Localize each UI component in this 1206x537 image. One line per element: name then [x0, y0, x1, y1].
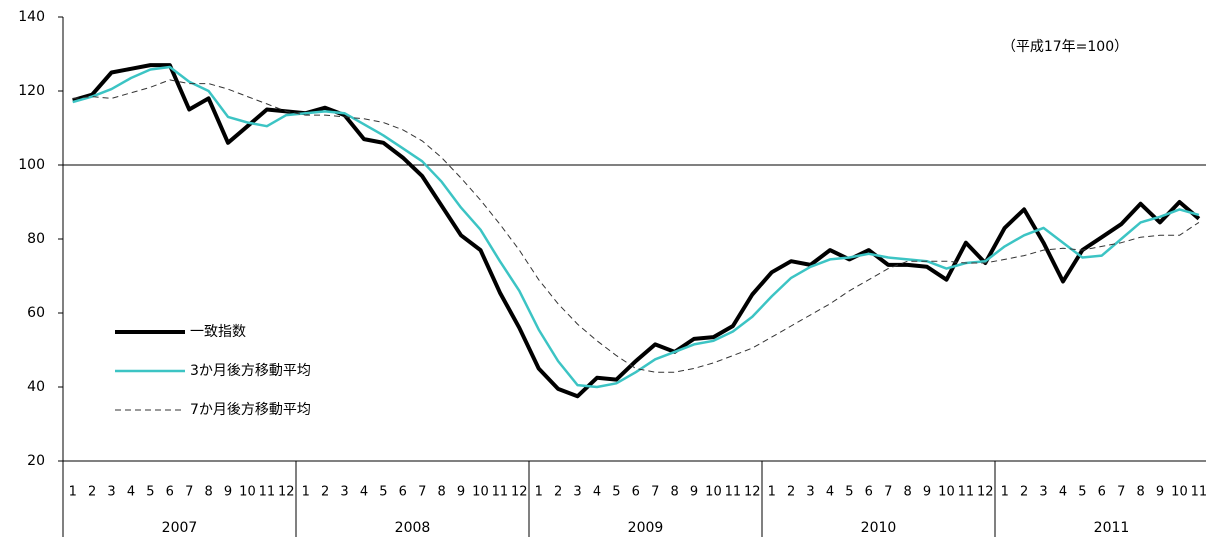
year-label: 2009 — [628, 520, 664, 536]
x-tick-label: 1 — [535, 485, 543, 500]
x-tick-label: 11 — [1191, 485, 1206, 500]
x-tick-label: 6 — [1098, 485, 1106, 500]
legend-label: 3か月後方移動平均 — [190, 363, 311, 379]
y-tick-label: 40 — [27, 379, 45, 395]
y-tick-label: 120 — [18, 83, 45, 99]
x-tick-label: 12 — [977, 485, 994, 500]
x-tick-label: 4 — [593, 485, 601, 500]
x-tick-label: 1 — [1001, 485, 1009, 500]
x-tick-label: 9 — [457, 485, 465, 500]
x-tick-label: 10 — [1171, 485, 1188, 500]
x-tick-label: 5 — [146, 485, 154, 500]
y-tick-label: 140 — [18, 9, 45, 25]
x-tick-label: 4 — [127, 485, 135, 500]
x-tick-label: 10 — [472, 485, 489, 500]
x-tick-label: 11 — [958, 485, 975, 500]
x-tick-label: 1 — [768, 485, 776, 500]
x-tick-label: 7 — [418, 485, 426, 500]
x-tick-label: 9 — [224, 485, 232, 500]
x-tick-label: 8 — [903, 485, 911, 500]
x-tick-label: 9 — [923, 485, 931, 500]
x-tick-label: 6 — [166, 485, 174, 500]
x-tick-label: 2 — [88, 485, 96, 500]
x-tick-label: 5 — [379, 485, 387, 500]
series-line — [72, 65, 1200, 389]
y-tick-label: 20 — [27, 453, 45, 469]
year-label: 2007 — [162, 520, 198, 536]
x-tick-label: 7 — [185, 485, 193, 500]
x-tick-label: 9 — [1156, 485, 1164, 500]
x-tick-label: 10 — [938, 485, 955, 500]
x-tick-label: 10 — [239, 485, 256, 500]
legend-label: 一致指数 — [190, 324, 246, 340]
x-tick-label: 3 — [573, 485, 581, 500]
year-label: 2008 — [395, 520, 431, 536]
x-tick-label: 8 — [437, 485, 445, 500]
x-tick-label: 8 — [204, 485, 212, 500]
x-tick-label: 6 — [399, 485, 407, 500]
y-tick-label: 80 — [27, 231, 45, 247]
x-tick-label: 11 — [492, 485, 509, 500]
x-tick-label: 12 — [744, 485, 761, 500]
x-tick-label: 7 — [884, 485, 892, 500]
x-tick-label: 6 — [632, 485, 640, 500]
x-tick-label: 1 — [69, 485, 77, 500]
x-tick-label: 10 — [705, 485, 722, 500]
x-tick-label: 12 — [278, 485, 295, 500]
x-tick-label: 4 — [360, 485, 368, 500]
x-tick-label: 5 — [1078, 485, 1086, 500]
x-tick-label: 3 — [107, 485, 115, 500]
x-tick-label: 3 — [340, 485, 348, 500]
series-line — [72, 79, 1200, 373]
x-tick-label: 6 — [865, 485, 873, 500]
x-tick-label: 5 — [845, 485, 853, 500]
x-tick-label: 2 — [1020, 485, 1028, 500]
x-tick-label: 3 — [806, 485, 814, 500]
x-tick-label: 8 — [1136, 485, 1144, 500]
y-tick-label: 60 — [27, 305, 45, 321]
year-label: 2010 — [861, 520, 897, 536]
x-tick-label: 3 — [1039, 485, 1047, 500]
x-tick-label: 4 — [1059, 485, 1067, 500]
x-tick-label: 2 — [554, 485, 562, 500]
x-tick-label: 11 — [725, 485, 742, 500]
x-tick-label: 2 — [787, 485, 795, 500]
x-tick-label: 9 — [690, 485, 698, 500]
x-tick-label: 1 — [302, 485, 310, 500]
annotation: （平成17年=100） — [1002, 39, 1128, 55]
x-tick-label: 5 — [612, 485, 620, 500]
series-line — [72, 63, 1201, 399]
legend-label: 7か月後方移動平均 — [190, 402, 311, 418]
x-tick-label: 8 — [670, 485, 678, 500]
x-tick-label: 11 — [259, 485, 276, 500]
y-tick-label: 100 — [18, 157, 45, 173]
x-tick-label: 12 — [511, 485, 528, 500]
x-tick-label: 7 — [1117, 485, 1125, 500]
year-label: 2011 — [1094, 520, 1130, 536]
x-tick-label: 2 — [321, 485, 329, 500]
x-tick-label: 7 — [651, 485, 659, 500]
x-tick-label: 4 — [826, 485, 834, 500]
